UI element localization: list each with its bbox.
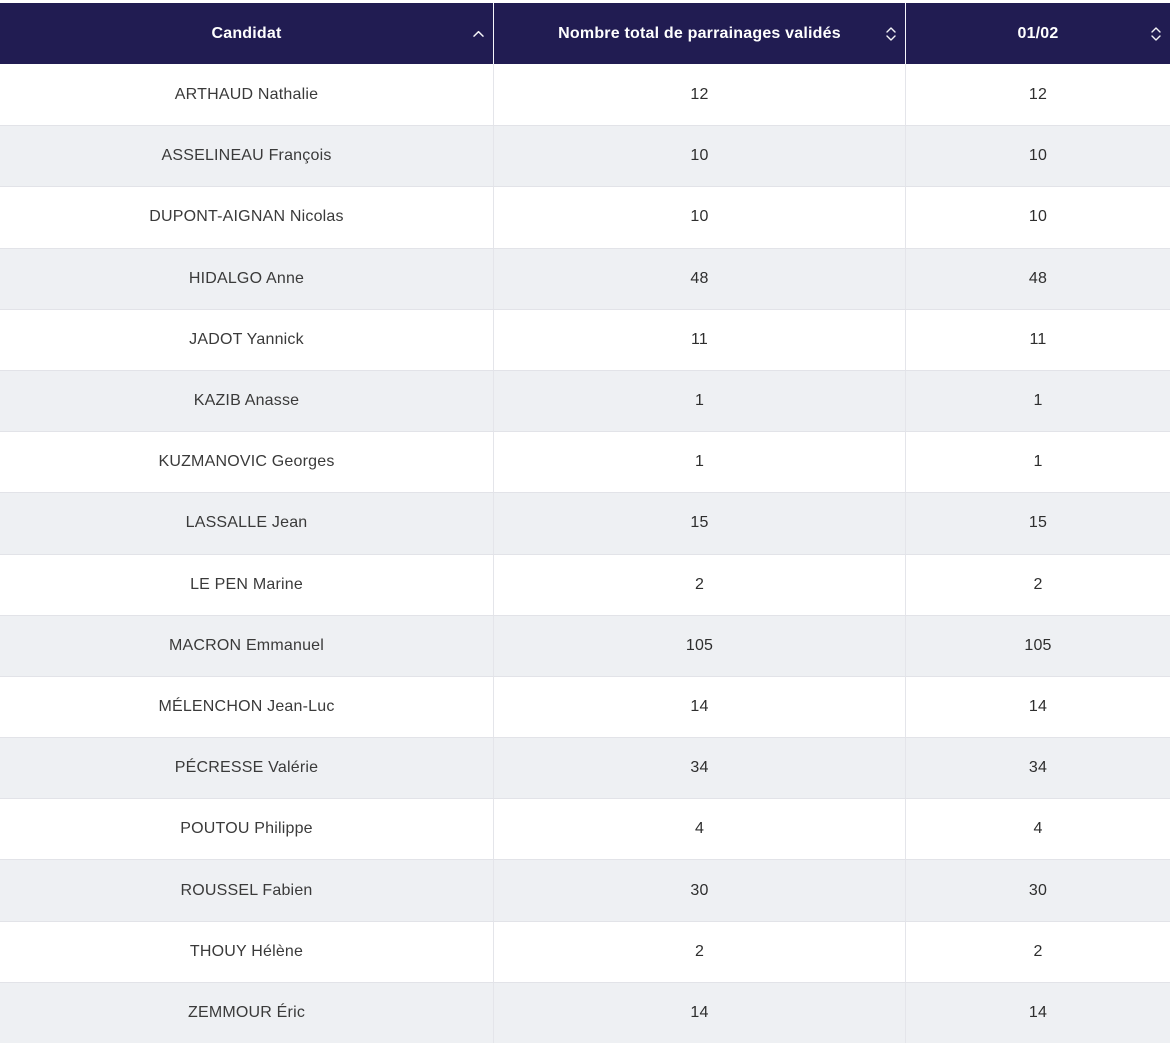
candidate-name-cell: ARTHAUD Nathalie xyxy=(0,64,494,126)
candidate-name-cell: PÉCRESSE Valérie xyxy=(0,738,494,799)
day-0102-cell: 1 xyxy=(1033,392,1043,410)
candidate-name-cell: ASSELINEAU François xyxy=(0,126,494,187)
day-0102-cell: 10 xyxy=(1028,147,1048,165)
candidate-name-cell: POUTOU Philippe xyxy=(0,799,494,860)
candidate-name-cell: MÉLENCHON Jean-Luc xyxy=(0,676,494,738)
day-0102-cell: 15 xyxy=(1028,514,1048,532)
total-validated-cell: 34 xyxy=(494,738,906,799)
total-validated-cell: 10 xyxy=(494,126,906,187)
table-body: ARTHAUD Nathalie 12 12 ASSELINEAU Franço… xyxy=(0,64,1170,1043)
table-row: ZEMMOUR Éric 14 14 xyxy=(0,981,1170,1043)
column-header-label: 01/02 xyxy=(1017,24,1059,42)
table-row: POUTOU Philippe 4 4 xyxy=(0,798,1170,860)
candidate-name-cell: JADOT Yannick xyxy=(0,309,494,370)
day-0102-cell: 12 xyxy=(1028,85,1048,103)
table-row: LASSALLE Jean 15 15 xyxy=(0,492,1170,554)
column-header-label: Candidat xyxy=(211,24,282,42)
table-row: HIDALGO Anne 48 48 xyxy=(0,247,1170,309)
total-validated-cell: 11 xyxy=(494,309,906,370)
day-0102-cell: 4 xyxy=(1033,820,1043,838)
total-validated-cell: 1 xyxy=(494,432,906,493)
chevron-up-icon xyxy=(472,29,485,38)
total-validated-cell: 12 xyxy=(494,64,906,126)
total-validated-cell: 30 xyxy=(494,860,906,921)
day-0102-cell: 14 xyxy=(1028,1003,1048,1021)
total-validated-cell: 14 xyxy=(494,982,906,1043)
total-validated-cell: 105 xyxy=(494,615,906,676)
table-row: ARTHAUD Nathalie 12 12 xyxy=(0,64,1170,126)
day-0102-cell: 11 xyxy=(1029,330,1047,348)
chevron-up-down-icon xyxy=(1150,25,1162,43)
candidate-name-cell: DUPONT-AIGNAN Nicolas xyxy=(0,187,494,248)
total-validated-cell: 10 xyxy=(494,187,906,248)
table-row: MÉLENCHON Jean-Luc 14 14 xyxy=(0,675,1170,738)
column-header-total-parrainages[interactable]: Nombre total de parrainages validés xyxy=(494,3,906,64)
total-validated-cell: 1 xyxy=(494,370,906,432)
column-header-01-02[interactable]: 01/02 xyxy=(906,3,1170,64)
table-row: JADOT Yannick 11 11 xyxy=(0,308,1170,370)
candidate-name-cell: THOUY Hélène xyxy=(0,921,494,982)
day-0102-cell: 30 xyxy=(1028,881,1048,899)
total-validated-cell: 2 xyxy=(494,921,906,982)
table-row: THOUY Hélène 2 2 xyxy=(0,920,1170,982)
total-validated-cell: 48 xyxy=(494,248,906,309)
total-validated-cell: 4 xyxy=(494,799,906,860)
day-0102-cell: 1 xyxy=(1033,453,1043,471)
table-row: KAZIB Anasse 1 1 xyxy=(0,369,1170,432)
day-0102-cell: 2 xyxy=(1033,575,1043,593)
day-0102-cell: 34 xyxy=(1028,759,1048,777)
table-header: Candidat Nombre total de parrainages val… xyxy=(0,3,1170,64)
day-0102-cell: 105 xyxy=(1024,636,1052,654)
table-row: MACRON Emmanuel 105 105 xyxy=(0,614,1170,676)
candidate-name-cell: KUZMANOVIC Georges xyxy=(0,432,494,493)
table-row: PÉCRESSE Valérie 34 34 xyxy=(0,737,1170,799)
day-0102-cell: 2 xyxy=(1033,942,1043,960)
day-0102-cell: 48 xyxy=(1028,269,1048,287)
column-header-label: Nombre total de parrainages validés xyxy=(558,24,841,42)
chevron-up-down-icon xyxy=(885,25,897,43)
total-validated-cell: 14 xyxy=(494,676,906,738)
candidate-name-cell: ROUSSEL Fabien xyxy=(0,860,494,921)
day-0102-cell: 14 xyxy=(1028,697,1048,715)
total-validated-cell: 2 xyxy=(494,554,906,615)
column-header-candidat[interactable]: Candidat xyxy=(0,3,494,64)
candidate-name-cell: ZEMMOUR Éric xyxy=(0,982,494,1043)
table-row: KUZMANOVIC Georges 1 1 xyxy=(0,431,1170,493)
candidate-name-cell: LASSALLE Jean xyxy=(0,493,494,554)
table-row: ROUSSEL Fabien 30 30 xyxy=(0,859,1170,921)
candidate-name-cell: LE PEN Marine xyxy=(0,554,494,615)
day-0102-cell: 10 xyxy=(1028,208,1048,226)
total-validated-cell: 15 xyxy=(494,493,906,554)
candidate-name-cell: KAZIB Anasse xyxy=(0,370,494,432)
candidate-name-cell: MACRON Emmanuel xyxy=(0,615,494,676)
table-row: LE PEN Marine 2 2 xyxy=(0,553,1170,615)
table-row: DUPONT-AIGNAN Nicolas 10 10 xyxy=(0,186,1170,248)
table-row: ASSELINEAU François 10 10 xyxy=(0,125,1170,187)
candidate-name-cell: HIDALGO Anne xyxy=(0,248,494,309)
